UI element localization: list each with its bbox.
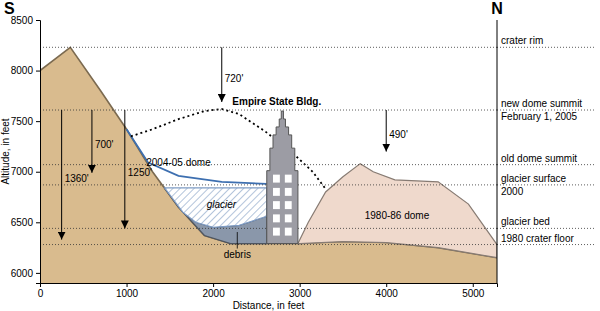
level-label: crater rim	[501, 35, 543, 46]
level-line	[40, 164, 497, 165]
tick-mark	[473, 283, 474, 287]
direction-label: N	[491, 0, 503, 17]
tick-mark	[213, 283, 214, 287]
tick: 0	[38, 283, 44, 299]
building	[267, 111, 298, 244]
tick-label: 8000	[11, 65, 34, 76]
profile-line	[127, 129, 267, 184]
tick-label: 3000	[289, 288, 312, 299]
tick-mark	[36, 273, 40, 274]
tick-label: 8500	[11, 15, 34, 26]
tick: 2000	[202, 283, 225, 299]
arrow	[221, 47, 222, 102]
tick-label: 4000	[376, 288, 399, 299]
tick-mark	[36, 20, 40, 21]
tick: 6000	[11, 268, 40, 279]
layer-label: debris	[224, 249, 251, 260]
ground	[40, 47, 497, 283]
y-axis: 6000 6500 7000 7500 8000 8500	[11, 15, 41, 284]
level-line	[40, 47, 497, 48]
arrow-label: 1360'	[65, 173, 89, 184]
layer-label: 1980-86 dome	[365, 210, 430, 221]
level-label: old dome summit	[501, 153, 577, 164]
tick-label: 6500	[11, 217, 34, 228]
level-label: new dome summit	[501, 98, 582, 109]
level-line	[40, 110, 497, 111]
building-window	[285, 228, 292, 236]
level-line-ext	[497, 244, 596, 245]
tick-label: 7000	[11, 166, 34, 177]
arrow-label: 720'	[225, 73, 244, 84]
ground-outline	[40, 47, 497, 257]
building-window	[285, 175, 292, 183]
x-axis-title: Distance, in feet	[233, 300, 305, 311]
tick: 7000	[11, 166, 40, 177]
building-window	[285, 214, 292, 222]
tick: 7500	[11, 116, 40, 127]
building-window	[285, 201, 292, 209]
texts: 1980-86 dome debris glacier 2004-05 dome cra…	[0, 0, 596, 311]
level-line-ext	[497, 228, 596, 229]
building-window	[273, 175, 280, 183]
building-window	[273, 188, 280, 196]
arrow	[91, 110, 92, 173]
tick-mark	[36, 71, 40, 72]
tick-label: 0	[38, 288, 44, 299]
building-window	[273, 228, 280, 236]
level-line	[40, 244, 497, 245]
level-line-ext	[497, 164, 596, 165]
tick-mark	[300, 283, 301, 287]
building-label: Empire State Bldg.	[232, 96, 321, 107]
level-line-ext	[497, 47, 596, 48]
building-window	[273, 201, 280, 209]
tick-mark	[386, 283, 387, 287]
line-label: 2004-05 dome	[146, 157, 211, 168]
level-label: glacier bed	[501, 216, 550, 227]
y-axis-title: Altitude, in feet	[0, 118, 11, 184]
tick-mark	[36, 121, 40, 122]
level-label: glacier surface	[501, 173, 566, 184]
building-window	[285, 188, 292, 196]
tick-label: 1000	[116, 288, 139, 299]
arrow-label: 700'	[95, 139, 114, 150]
arrow	[124, 110, 125, 228]
tick-mark	[36, 172, 40, 173]
tick: 4000	[376, 283, 399, 299]
level-label: 1980 crater floor	[501, 233, 574, 244]
tick: 6500	[11, 217, 40, 228]
chart: 1980-86 dome debris glacier 2004-05 dome cra…	[0, 0, 600, 311]
level-label: February 1, 2005	[501, 111, 578, 122]
tick-mark	[127, 283, 128, 287]
area	[298, 164, 497, 258]
arrow-label: 490'	[389, 129, 408, 140]
level-label: 2000	[501, 186, 524, 197]
building-shape	[267, 111, 298, 244]
tick: 1000	[116, 283, 139, 299]
axis-line	[41, 284, 498, 288]
x-axis: 0 1000 2000 3000 4000 5000	[38, 283, 498, 299]
arrow	[386, 110, 387, 152]
layer-label: glacier	[207, 199, 237, 210]
arrow	[61, 110, 62, 240]
tick: 5000	[462, 283, 485, 299]
frame-right	[497, 20, 498, 283]
hatched-area	[165, 188, 267, 227]
tick-label: 5000	[462, 288, 485, 299]
tick-label: 6000	[11, 268, 34, 279]
band	[165, 188, 267, 244]
axis-line	[36, 21, 41, 284]
tick: 8500	[11, 15, 40, 26]
tick: 3000	[289, 283, 312, 299]
building-window	[273, 214, 280, 222]
plot-area	[40, 47, 497, 283]
tick-mark	[36, 222, 40, 223]
tick-label: 7500	[11, 116, 34, 127]
arrow-label: 1250'	[128, 167, 152, 178]
tick: 8000	[11, 65, 40, 76]
tick-label: 2000	[202, 288, 225, 299]
leader-line	[237, 232, 238, 249]
